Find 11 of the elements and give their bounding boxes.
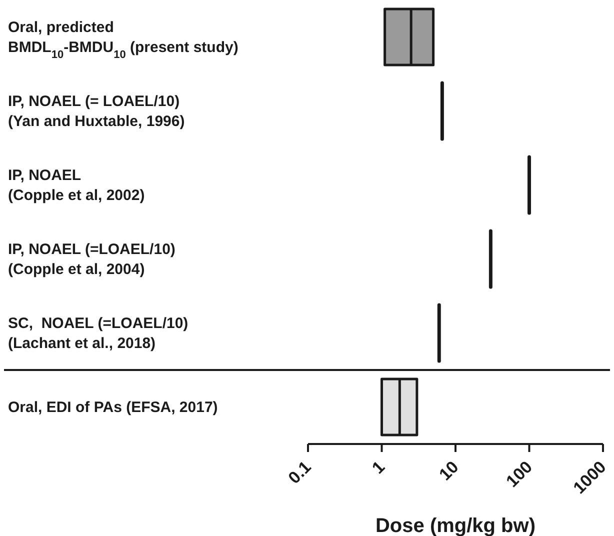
x-tick-label: 10 bbox=[436, 457, 462, 484]
y-tick-label: SC, NOAEL (=LOAEL/10) (Lachant et al., 2018) bbox=[8, 315, 188, 352]
x-axis-title: Dose (mg/kg bw) bbox=[375, 515, 536, 536]
x-tick-label: 100 bbox=[502, 457, 536, 491]
y-tick-label: Oral, predicted BMDL$_{10}$-BMDU$_{10}$ (present study) bbox=[8, 19, 238, 61]
y-tick-label: IP, NOAEL (=LOAEL/10) (Copple et al, 2004) bbox=[8, 241, 176, 278]
y-tick-label: IP, NOAEL (= LOAEL/10) (Yan and Huxtable, 1996) bbox=[8, 93, 185, 130]
x-tick-label: 1 bbox=[368, 457, 389, 478]
x-tick-label: 0.1 bbox=[284, 457, 315, 488]
y-tick-label: IP, NOAEL (Copple et al, 2002) bbox=[8, 167, 145, 204]
y-tick-label: Oral, EDI of PAs (EFSA, 2017) bbox=[8, 399, 218, 416]
